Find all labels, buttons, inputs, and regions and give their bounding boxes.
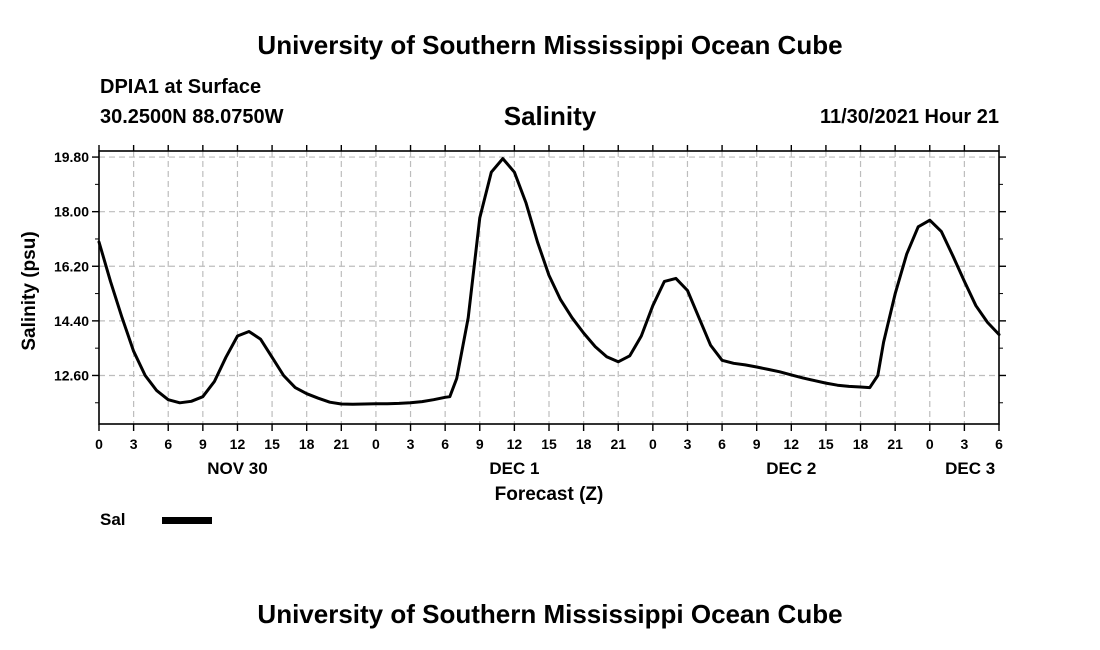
date-label: DEC 1 (489, 459, 539, 478)
x-axis-label: Forecast (Z) (495, 484, 604, 505)
date-label: DEC 3 (945, 459, 995, 478)
x-tick-label: 0 (926, 436, 934, 452)
x-tick-label: 15 (818, 436, 834, 452)
y-tick-label: 12.60 (54, 367, 89, 383)
station-coordinates: 30.2500N 88.0750W (100, 106, 284, 128)
x-tick-label: 21 (610, 436, 626, 452)
x-tick-label: 3 (130, 436, 138, 452)
legend-label-sal: Sal (100, 510, 126, 529)
series-line-sal (97, 157, 1001, 406)
legend-swatch-sal (162, 517, 212, 524)
y-axis-label: Salinity (psu) (19, 231, 40, 350)
axes: 12.60 14.40 16.20 18.00 19.80 0 3 6 9 12 15 18 21 0 3 6… (54, 145, 1006, 478)
x-tick-label: 3 (684, 436, 692, 452)
forecast-timestamp: 11/30/2021 Hour 21 (819, 106, 999, 128)
series-layer (97, 157, 1001, 406)
x-tick-label: 12 (507, 436, 523, 452)
x-tick-label: 12 (230, 436, 246, 452)
x-tick-label: 18 (576, 436, 592, 452)
y-tick-label: 19.80 (54, 149, 89, 165)
footer-title: University of Southern Mississippi Ocean… (257, 599, 843, 629)
x-tick-label: 9 (199, 436, 207, 452)
chart-title: Salinity (503, 101, 597, 131)
x-tick-label: 12 (784, 436, 800, 452)
y-tick-label: 14.40 (54, 313, 89, 329)
x-tick-label: 3 (960, 436, 968, 452)
x-tick-label: 15 (541, 436, 557, 452)
grid (99, 151, 999, 424)
date-label: NOV 30 (207, 459, 267, 478)
x-tick-label: 6 (164, 436, 172, 452)
org-title: University of Southern Mississippi Ocean… (257, 30, 843, 60)
y-tick-label: 18.00 (54, 204, 89, 220)
x-tick-label: 3 (407, 436, 415, 452)
x-tick-label: 21 (887, 436, 903, 452)
x-tick-label: 18 (853, 436, 869, 452)
x-tick-label: 9 (753, 436, 761, 452)
x-tick-label: 18 (299, 436, 315, 452)
x-tick-label: 6 (995, 436, 1003, 452)
x-tick-label: 0 (95, 436, 103, 452)
x-tick-label: 21 (334, 436, 350, 452)
station-name: DPIA1 at Surface (100, 76, 262, 98)
x-tick-label: 6 (718, 436, 726, 452)
x-tick-label: 9 (476, 436, 484, 452)
date-label: DEC 2 (766, 459, 816, 478)
y-tick-label: 16.20 (54, 258, 89, 274)
x-tick-label: 0 (372, 436, 380, 452)
x-tick-label: 0 (649, 436, 657, 452)
x-tick-label: 15 (264, 436, 280, 452)
x-tick-label: 6 (441, 436, 449, 452)
